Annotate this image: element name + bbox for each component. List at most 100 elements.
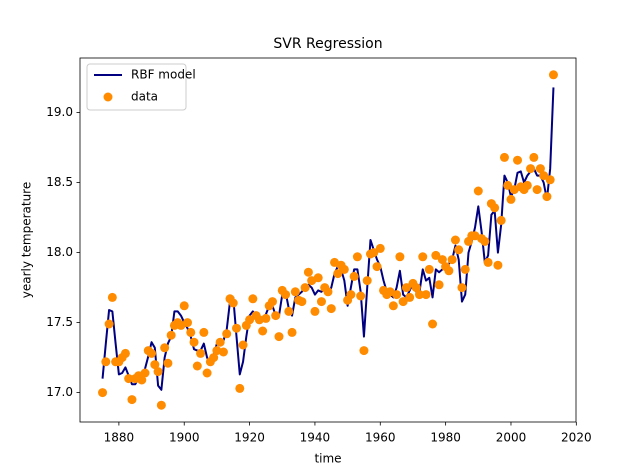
data-point — [513, 155, 523, 165]
data-point — [349, 271, 359, 281]
data-point — [398, 297, 408, 307]
data-point — [490, 203, 500, 213]
data-point — [192, 361, 202, 371]
data-point — [186, 327, 196, 337]
x-tick-label: 2000 — [496, 431, 527, 445]
data-point — [281, 290, 291, 300]
data-point — [405, 292, 415, 302]
data-point — [153, 367, 163, 377]
data-point — [274, 332, 284, 342]
y-tick-label: 17.5 — [46, 315, 73, 329]
data-point — [369, 248, 379, 258]
data-point — [333, 269, 343, 279]
data-point — [196, 348, 206, 358]
data-point — [98, 388, 108, 398]
data-point — [392, 290, 402, 300]
data-point — [447, 255, 457, 265]
data-point — [457, 283, 467, 293]
data-point — [303, 267, 313, 277]
x-tick-label: 1940 — [300, 431, 331, 445]
data-point — [545, 175, 555, 185]
data-point — [310, 306, 320, 316]
data-point — [372, 262, 382, 272]
data-point — [271, 311, 281, 321]
data-point — [290, 287, 300, 297]
x-tick-label: 1920 — [234, 431, 265, 445]
data-point — [395, 252, 405, 262]
data-point — [424, 264, 434, 274]
legend-label: RBF model — [131, 68, 196, 82]
data-point — [539, 171, 549, 181]
data-point — [421, 290, 431, 300]
data-point — [238, 340, 248, 350]
data-point — [232, 323, 242, 333]
data-point — [150, 360, 160, 370]
data-point — [137, 375, 147, 385]
data-point — [411, 283, 421, 293]
data-point — [218, 347, 228, 357]
data-point — [313, 273, 323, 283]
x-tick-label: 1960 — [365, 431, 396, 445]
x-tick-label: 2020 — [561, 431, 592, 445]
data-point — [189, 337, 199, 347]
data-point — [127, 395, 137, 405]
data-point — [202, 368, 212, 378]
data-point — [460, 264, 470, 274]
data-point — [401, 283, 411, 293]
data-point — [179, 301, 189, 311]
data-point — [522, 180, 532, 190]
data-point — [535, 164, 545, 174]
data-point — [414, 290, 424, 300]
data-point — [548, 70, 558, 80]
data-point — [147, 348, 157, 358]
data-point — [496, 215, 506, 225]
data-point — [156, 400, 166, 410]
data-point — [235, 383, 245, 393]
data-point — [529, 152, 539, 162]
data-point — [163, 358, 173, 368]
data-point — [375, 243, 385, 253]
data-point — [222, 329, 232, 339]
data-point — [444, 266, 454, 276]
data-point — [506, 194, 516, 204]
data-point — [503, 180, 513, 190]
data-point — [101, 357, 111, 367]
data-point — [526, 164, 536, 174]
x-axis-label: time — [314, 452, 341, 466]
data-point — [316, 297, 326, 307]
data-point — [532, 185, 542, 195]
legend-marker — [103, 92, 113, 102]
data-point — [499, 152, 509, 162]
data-point — [209, 353, 219, 363]
data-point — [473, 186, 483, 196]
data-point — [248, 294, 258, 304]
data-point — [300, 283, 310, 293]
data-point — [140, 368, 150, 378]
axes-frame — [79, 57, 577, 423]
data-point — [428, 319, 438, 329]
data-point — [104, 319, 114, 329]
data-point — [199, 327, 209, 337]
data-point — [454, 245, 464, 255]
data-point — [267, 297, 277, 307]
data-point — [326, 304, 336, 314]
data-point — [166, 330, 176, 340]
data-point — [356, 291, 366, 301]
data-point — [346, 290, 356, 300]
data-point — [287, 327, 297, 337]
data-point — [182, 318, 192, 328]
data-point — [431, 250, 441, 260]
data-point — [542, 192, 552, 202]
x-tick-label: 1880 — [104, 431, 135, 445]
data-point — [297, 297, 307, 307]
data-point — [228, 298, 238, 308]
y-tick-label: 17.0 — [46, 385, 73, 399]
data-point — [120, 348, 130, 358]
data-point — [124, 374, 134, 384]
y-axis-label: yearly temperature — [20, 182, 34, 298]
data-point — [215, 337, 225, 347]
data-point — [245, 315, 255, 325]
data-point — [450, 235, 460, 245]
y-tick-label: 18.0 — [46, 245, 73, 259]
